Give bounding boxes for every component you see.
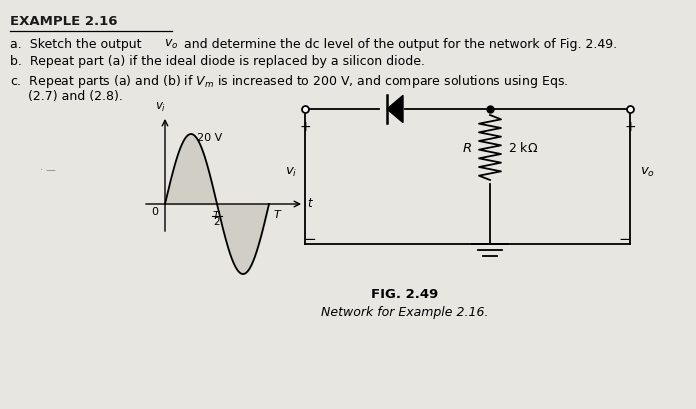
Text: $v_o$: $v_o$ xyxy=(164,38,178,51)
Text: b.  Repeat part (a) if the ideal diode is replaced by a silicon diode.: b. Repeat part (a) if the ideal diode is… xyxy=(10,55,425,68)
Text: −: − xyxy=(619,231,631,246)
Text: FIG. 2.49: FIG. 2.49 xyxy=(372,287,438,300)
Text: $v_i$: $v_i$ xyxy=(155,101,166,114)
Text: c.  Repeat parts (a) and (b) if $V_m$ is increased to 200 V, and compare solutio: c. Repeat parts (a) and (b) if $V_m$ is … xyxy=(10,72,568,90)
Text: +: + xyxy=(299,120,311,134)
Text: a.  Sketch the output: a. Sketch the output xyxy=(10,38,145,51)
Text: (2.7) and (2.8).: (2.7) and (2.8). xyxy=(28,90,123,103)
Text: $v_i$: $v_i$ xyxy=(285,166,297,179)
Text: 0: 0 xyxy=(151,207,158,216)
Polygon shape xyxy=(387,96,403,123)
Text: 2: 2 xyxy=(214,217,221,227)
Text: 2 k$\Omega$: 2 k$\Omega$ xyxy=(508,141,538,155)
Text: R: R xyxy=(463,142,472,155)
Text: −: − xyxy=(303,231,317,246)
Text: $T$: $T$ xyxy=(212,209,221,220)
Text: EXAMPLE 2.16: EXAMPLE 2.16 xyxy=(10,15,118,28)
Text: and determine the dc level of the output for the network of Fig. 2.49.: and determine the dc level of the output… xyxy=(180,38,617,51)
Text: Network for Example 2.16.: Network for Example 2.16. xyxy=(322,306,489,319)
Text: 20 V: 20 V xyxy=(197,133,223,143)
Text: · —: · — xyxy=(40,164,56,175)
Text: $v_o$: $v_o$ xyxy=(640,166,655,179)
Text: $T$: $T$ xyxy=(273,207,283,220)
Text: $t$: $t$ xyxy=(307,197,314,210)
Text: +: + xyxy=(624,120,636,134)
